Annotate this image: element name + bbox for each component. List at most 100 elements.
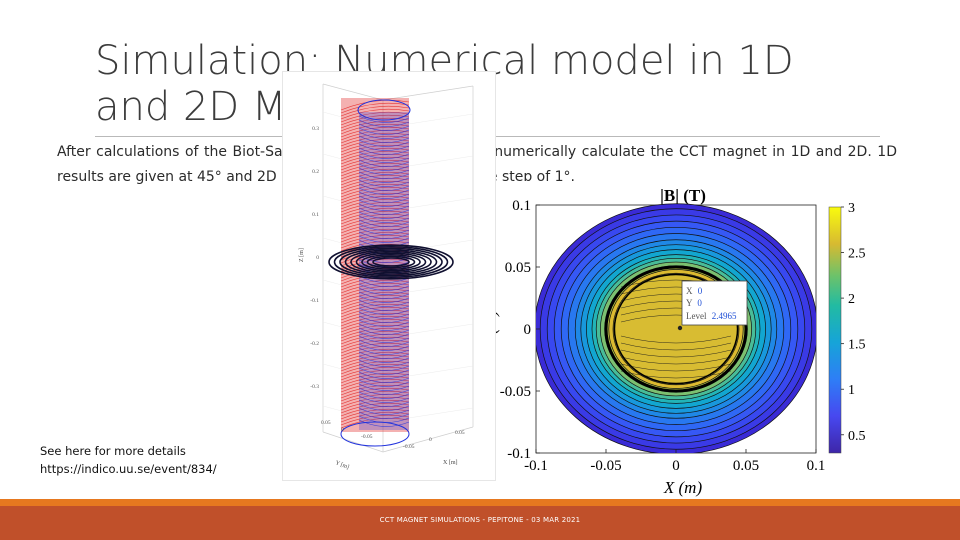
outer-winding: [340, 297, 410, 309]
grid-line: [382, 365, 474, 381]
y-tick-label: 0: [524, 322, 532, 338]
outer-winding: [340, 351, 410, 363]
field-heatmap-figure: |B| (T) 0.1 0.05 0 -0.05 -0.1 -0.1 -0.05 0 0.05…: [478, 181, 889, 497]
x-tick-label: 0: [672, 458, 680, 474]
inner-winding: [358, 339, 410, 347]
inner-winding: [358, 311, 410, 319]
inner-winding: [358, 383, 410, 391]
z-tick-label: 0.3: [312, 126, 319, 132]
outer-winding: [340, 333, 410, 345]
winding-ring: [361, 254, 421, 271]
z-tick-label: -0.1: [310, 298, 319, 304]
x-tick-labels-3d: 0.05 0 -0.05: [403, 430, 465, 450]
inner-winding: [358, 355, 410, 363]
y-tick-label: 0.05: [505, 260, 531, 276]
outer-winding: [340, 291, 410, 303]
grid-line: [382, 323, 474, 339]
inner-winding: [358, 399, 410, 407]
outer-winding: [340, 147, 410, 159]
outer-winding: [340, 207, 410, 219]
inner-winding: [358, 387, 410, 395]
inner-winding: [358, 363, 410, 371]
outer-winding: [340, 357, 410, 369]
inner-winding: [358, 143, 410, 151]
outer-winding: [340, 204, 410, 216]
grid-line: [382, 281, 474, 297]
field-line: [620, 370, 732, 379]
outer-winding: [340, 300, 410, 312]
coil-3d-figure: 0.3 0.2 0.1 0 -0.1 -0.2 -0.3 Z [m] 0.05 0 -0.05 …: [283, 72, 495, 480]
svg-text:X 0: X 0: [686, 286, 703, 296]
outer-winding: [340, 237, 410, 249]
colorbar-tick-label: 2: [848, 292, 855, 307]
inner-winding: [358, 315, 410, 323]
outer-winding: [340, 339, 410, 351]
inner-winding: [358, 351, 410, 359]
winding-ring: [339, 247, 443, 277]
x-tick-labels: -0.1 -0.05 0 0.05 0.1: [524, 449, 825, 474]
field-line: [620, 356, 732, 365]
outer-winding: [340, 360, 410, 372]
inner-winding: [358, 295, 410, 303]
inner-winding: [358, 279, 410, 287]
outer-winding: [340, 171, 410, 183]
coil-ring-outer: [604, 265, 748, 393]
datatip-y-value: 0: [697, 298, 702, 308]
outer-winding: [340, 387, 410, 399]
outer-winding: [340, 108, 410, 120]
inner-winding: [358, 319, 410, 327]
outer-winding: [340, 216, 410, 228]
outer-winding: [340, 375, 410, 387]
outer-winding: [340, 399, 410, 411]
outer-winding: [340, 195, 410, 207]
field-heatmap-svg: |B| (T) 0.1 0.05 0 -0.05 -0.1 -0.1 -0.05 0 0.05…: [481, 186, 866, 497]
outer-winding: [340, 309, 410, 321]
inner-winding: [358, 223, 410, 231]
details-link[interactable]: https://indico.uu.se/event/834/: [40, 462, 217, 476]
outer-winding: [340, 105, 410, 117]
inner-winding: [358, 159, 410, 167]
colorbar-tick-labels: 3 2.5 2 1.5 1 0.5: [841, 201, 866, 444]
outer-winding: [340, 345, 410, 357]
inner-winding: [358, 119, 410, 127]
outer-winding: [340, 363, 410, 375]
y-tick-label: -0.1: [507, 446, 531, 462]
coil-conductor-ring: [604, 265, 748, 393]
coil-3d-svg: 0.30.20.10-0.1-0.2-0.3 Z [m] 0.050-0.05 …: [299, 83, 474, 471]
inner-winding: [358, 191, 410, 199]
inner-winding: [358, 163, 410, 171]
colorbar-tick-label: 1: [848, 383, 855, 398]
inner-winding: [358, 203, 410, 211]
outer-winding: [340, 213, 410, 225]
details-note: See here for more details https://indico…: [40, 442, 217, 478]
datatip-x-value: 0: [698, 286, 703, 296]
inner-winding: [358, 151, 410, 159]
winding-rings: [328, 244, 454, 280]
y-tick-label-3d: 0: [341, 427, 344, 433]
svg-text:Level 2.4965: Level 2.4965: [686, 311, 737, 321]
inner-winding: [358, 283, 410, 291]
outer-winding: [340, 180, 410, 192]
colorbar: [828, 206, 842, 454]
footer-text: CCT MAGNET SIMULATIONS - PEPITONE - 03 M…: [379, 516, 581, 524]
x-tick-label-3d: 0: [429, 437, 432, 443]
outer-winding: [340, 111, 410, 123]
outer-winding: [340, 183, 410, 195]
inner-winding: [358, 407, 410, 415]
z-tick-labels: 0.3 0.2 0.1 0 -0.1 -0.2 -0.3: [310, 126, 319, 390]
outer-winding: [340, 228, 410, 240]
winding-ring: [372, 257, 410, 267]
datatip-level-value: 2.4965: [712, 311, 737, 321]
inner-winding: [358, 139, 410, 147]
grid-line: [382, 407, 474, 423]
datatip[interactable]: X 0 Y 0 Level 2.4965: [677, 280, 748, 331]
inner-winding: [358, 303, 410, 311]
datatip-box: [681, 280, 748, 326]
outer-winding: [340, 288, 410, 300]
outer-winding: [340, 384, 410, 396]
colorbar-tick-label: 0.5: [848, 429, 866, 444]
inner-winding: [358, 123, 410, 131]
outer-winding: [340, 120, 410, 132]
y-tick-labels: 0.1 0.05 0 -0.05 -0.1: [500, 198, 540, 462]
outer-winding: [340, 372, 410, 384]
